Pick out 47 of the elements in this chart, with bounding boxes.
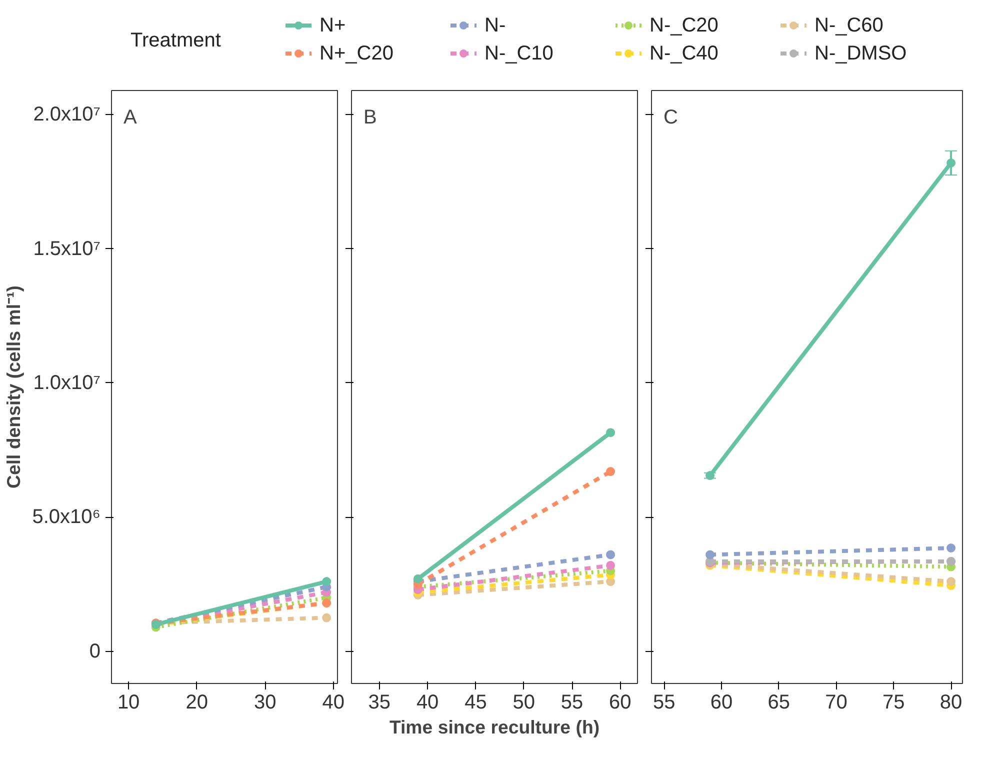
annotation: C	[664, 106, 678, 128]
point	[946, 158, 956, 168]
x-tick-label: 60	[609, 692, 632, 714]
point	[606, 550, 616, 560]
point	[946, 577, 956, 586]
point	[706, 471, 715, 480]
x-tick-label: 40	[416, 692, 439, 714]
x-tick-label: 50	[512, 692, 535, 714]
x-tick-label: 65	[768, 692, 790, 714]
legend-label: N-_C60	[814, 14, 884, 36]
y-tick-label: 5.0x10⁶	[32, 506, 100, 528]
legend-label: N-_C10	[484, 42, 554, 64]
x-tick-label: 35	[368, 692, 391, 714]
legend-label: N-_C40	[650, 42, 718, 64]
point	[606, 467, 616, 476]
x-tick-label: 55	[560, 692, 584, 714]
x-tick-label: 20	[186, 692, 208, 714]
legend-title: Treatment	[130, 30, 222, 52]
y-tick-label: 1.5x10⁷	[33, 238, 101, 260]
legend-label: N+	[320, 14, 346, 36]
x-tick-label: 75	[882, 692, 905, 714]
point	[322, 613, 332, 622]
point	[322, 577, 332, 586]
x-tick-label: 45	[464, 692, 487, 714]
y-axis-title: Cell density (cells ml⁻¹)	[3, 286, 24, 488]
y-tick-label: 1.0x10⁷	[33, 372, 101, 394]
point	[413, 574, 422, 584]
x-tick-label: 60	[710, 692, 733, 714]
x-tick-label: 70	[825, 692, 848, 714]
x-tick-label: 10	[117, 692, 140, 714]
point	[706, 550, 715, 560]
legend-label: N-	[484, 14, 506, 36]
y-tick-label: 0	[89, 640, 100, 662]
legend-label: N-_C20	[650, 14, 718, 36]
x-tick-label: 80	[940, 692, 962, 714]
legend-label: N-_DMSO	[814, 42, 907, 64]
legend-label: N+_C20	[320, 42, 394, 64]
point	[606, 428, 616, 438]
x-tick-label: 55	[653, 692, 676, 714]
y-tick-label: 2.0x10⁷	[33, 104, 101, 126]
point	[946, 544, 956, 552]
point	[606, 560, 616, 570]
x-axis-title: Time since reculture (h)	[389, 716, 600, 738]
x-tick-label: 40	[322, 692, 345, 714]
annotation: A	[124, 106, 138, 128]
x-tick-label: 30	[254, 692, 276, 714]
annotation: B	[364, 106, 377, 128]
